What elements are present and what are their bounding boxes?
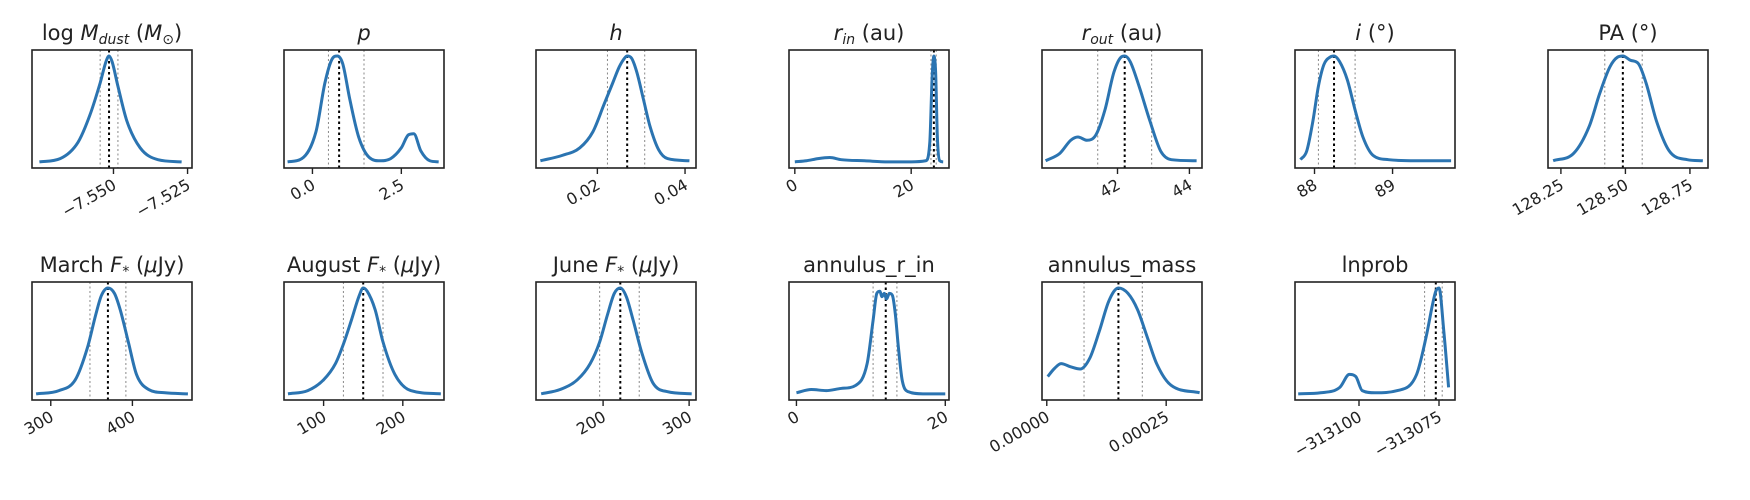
subplot-title: PA (°) xyxy=(1598,21,1657,45)
subplot-7: PA (°) 128.25 128.50 128.75 xyxy=(1509,21,1709,219)
subplot-11: annulus_r_in 0 20 xyxy=(784,253,951,434)
x-tick-label: −313075 xyxy=(1371,407,1445,461)
x-tick-label: 20 xyxy=(890,175,917,202)
axes-frame xyxy=(788,281,950,401)
subplot-title: rout (au) xyxy=(1082,21,1163,48)
axes-frame xyxy=(1294,49,1456,169)
axes-frame xyxy=(1041,281,1203,401)
subplot-9: August F* (μJy) 100 200 xyxy=(283,253,445,439)
posterior-curve xyxy=(287,286,441,396)
x-tick-label: 300 xyxy=(21,407,57,439)
x-tick-label: 400 xyxy=(102,407,138,439)
x-tick-label: −7.525 xyxy=(133,175,194,221)
axes-frame xyxy=(535,49,697,169)
subplot-title: p xyxy=(356,21,370,45)
subplot-title: rin (au) xyxy=(834,21,905,48)
x-tick-label: 0.04 xyxy=(651,175,691,209)
x-tick-label: 128.50 xyxy=(1573,175,1631,219)
x-tick-label: 200 xyxy=(373,407,409,439)
subplot-8: March F* (μJy) 300 400 xyxy=(21,253,193,439)
subplot-12: annulus_mass 0.00000 0.00025 xyxy=(986,253,1203,457)
posterior-curve xyxy=(35,286,188,396)
subplot-title: annulus_mass xyxy=(1048,253,1197,278)
posterior-curve xyxy=(540,54,690,163)
subplot-5: rout (au) 42 44 xyxy=(1041,21,1203,202)
x-tick-label: 2.5 xyxy=(376,175,408,204)
x-tick-label: −313100 xyxy=(1291,407,1365,461)
axes-frame xyxy=(1547,49,1709,169)
x-tick-label: 88 xyxy=(1293,175,1320,202)
posterior-curve xyxy=(287,54,439,164)
x-tick-label: 89 xyxy=(1371,175,1398,202)
axes-frame xyxy=(31,281,193,401)
posterior-curve xyxy=(794,54,944,164)
posterior-curve xyxy=(39,54,182,164)
axes-frame xyxy=(1294,281,1456,401)
x-tick-label: 128.75 xyxy=(1638,175,1696,219)
x-tick-label: 0 xyxy=(784,407,802,429)
axes-frame xyxy=(283,281,445,401)
x-tick-label: 0 xyxy=(782,175,800,197)
x-tick-label: 44 xyxy=(1168,175,1195,202)
subplot-title: lnprob xyxy=(1342,253,1409,277)
subplot-title: log Mdust (M⊙) xyxy=(42,21,182,48)
x-tick-label: −7.550 xyxy=(59,175,120,221)
x-tick-label: 0.02 xyxy=(563,175,603,209)
posterior-curve xyxy=(1044,54,1197,163)
posterior-curve xyxy=(540,286,692,396)
posterior-curve xyxy=(796,289,946,396)
subplot-6: i (°) 88 89 xyxy=(1293,21,1456,202)
axes-frame xyxy=(788,49,950,169)
axes-frame xyxy=(31,49,193,169)
subplot-10: June F* (μJy) 200 300 xyxy=(535,253,697,439)
x-tick-label: 128.25 xyxy=(1509,175,1567,219)
posterior-curve xyxy=(1552,54,1703,163)
axes-frame xyxy=(1041,49,1203,169)
posterior-curve xyxy=(1298,286,1451,396)
x-tick-label: 42 xyxy=(1096,175,1123,202)
x-tick-label: 0.00000 xyxy=(986,407,1053,457)
posterior-curve xyxy=(1299,54,1452,163)
subplot-title: March F* (μJy) xyxy=(40,253,185,280)
subplot-title: i (°) xyxy=(1355,21,1394,45)
x-tick-label: 200 xyxy=(573,407,609,439)
subplot-title: h xyxy=(609,21,622,45)
x-tick-label: 0.00025 xyxy=(1105,407,1172,457)
x-tick-label: 300 xyxy=(659,407,695,439)
subplot-title: annulus_r_in xyxy=(803,253,935,278)
subplot-title: June F* (μJy) xyxy=(551,253,680,280)
x-tick-label: 20 xyxy=(924,407,951,434)
axes-frame xyxy=(535,281,697,401)
subplot-4: rin (au) 0 20 xyxy=(782,21,950,202)
subplot-title: August F* (μJy) xyxy=(287,253,441,280)
subplot-13: lnprob −313100 −313075 xyxy=(1291,253,1456,461)
subplot-3: h 0.02 0.04 xyxy=(535,21,697,209)
x-tick-label: 100 xyxy=(294,407,330,439)
subplot-2: p 0.0 2.5 xyxy=(283,21,445,204)
posterior-curve xyxy=(1046,286,1200,395)
subplot-1: log Mdust (M⊙) −7.550 −7.525 xyxy=(31,21,194,221)
axes-frame xyxy=(283,49,445,169)
x-tick-label: 0.0 xyxy=(287,175,319,204)
